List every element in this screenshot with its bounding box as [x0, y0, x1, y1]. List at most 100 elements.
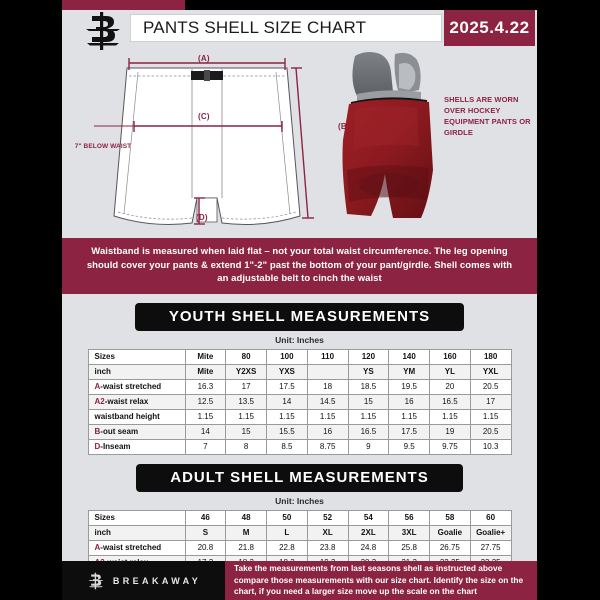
size-header-cell: 140 — [388, 348, 430, 365]
size-header-cell: 3XL — [388, 524, 430, 541]
size-header-cell — [306, 363, 349, 380]
table-row: Sizes Mite 80 100 110 120 140 160 180 — [87, 348, 512, 365]
page-header: PANTS SHELL SIZE CHART 2025.4.22 — [62, 10, 537, 50]
breakaway-b-logo-icon — [88, 572, 104, 589]
measurement-cell: 1.15 — [347, 408, 390, 425]
size-header-cell: 120 — [347, 348, 390, 365]
size-header-cell: 54 — [347, 509, 390, 526]
size-header-cell: YL — [429, 363, 471, 380]
measurement-cell: 1.15 — [469, 408, 512, 425]
size-header-cell: YXL — [469, 363, 512, 380]
size-header-cell: Goalie — [429, 524, 471, 541]
table-row: D-Inseam 7 8 8.5 8.75 9 9.5 9.75 10.3 — [87, 438, 512, 455]
measurement-cell: 25.8 — [388, 539, 430, 556]
diagram-zone: (A) (B) (C) (D) 7" BELOW WAIST — [62, 46, 537, 238]
size-header-cell: 180 — [469, 348, 512, 365]
measurement-cell: 15.5 — [266, 423, 308, 440]
diagram-label-b: (B) — [338, 122, 350, 131]
table-row: A2-waist relax 12.5 13.5 14 14.5 15 16 16.5 17 — [87, 393, 512, 410]
size-header-cell: Mite — [184, 363, 227, 380]
size-header-cell: L — [266, 524, 308, 541]
footer-brand-name: BREAKAWAY — [112, 575, 202, 586]
size-header-cell: 58 — [429, 509, 471, 526]
measurement-cell: 20.8 — [184, 539, 227, 556]
row-label: Sizes — [87, 348, 186, 365]
row-label: Sizes — [87, 509, 186, 526]
row-label: A-waist stretched — [87, 539, 186, 556]
page-title: PANTS SHELL SIZE CHART — [130, 14, 442, 42]
row-key: B — [94, 427, 101, 436]
row-label: A-waist stretched — [87, 378, 186, 395]
waist-drop-note: 7" BELOW WAIST — [74, 143, 132, 150]
diagram-label-d: (D) — [196, 213, 208, 222]
measurement-cell: 16 — [388, 393, 430, 410]
adult-section-header: ADULT SHELL MEASUREMENTS — [62, 455, 537, 492]
measurement-cell: 15 — [225, 423, 267, 440]
measurement-cell: 20.5 — [469, 423, 512, 440]
size-header-cell: 2XL — [347, 524, 390, 541]
size-header-cell: 56 — [388, 509, 430, 526]
measurement-cell: 14 — [266, 393, 308, 410]
measurement-cell: 15 — [347, 393, 390, 410]
table-row: inch S M L XL 2XL 3XL Goalie Goalie+ — [87, 524, 512, 541]
measurement-instructions-banner: Waistband is measured when laid flat – n… — [62, 238, 537, 294]
row-label: A2-waist relax — [87, 393, 186, 410]
size-header-cell: 110 — [306, 348, 349, 365]
table-row: A-waist stretched 20.8 21.8 22.8 23.8 24.8 25.… — [87, 539, 512, 556]
breakaway-b-logo-icon — [80, 8, 126, 54]
measurement-cell: 23.8 — [306, 539, 349, 556]
table-row: inch Mite Y2XS YXS YS YM YL YXL — [87, 363, 512, 380]
size-header-cell: XL — [306, 524, 349, 541]
measurement-cell: 18.5 — [347, 378, 390, 395]
youth-measurements-table: Sizes Mite 80 100 110 120 140 160 180 inch Mite Y2X… — [87, 348, 512, 455]
measurement-cell: 12.5 — [184, 393, 227, 410]
measurement-cell: 19.5 — [388, 378, 430, 395]
youth-unit-label: Unit: Inches — [275, 334, 324, 345]
measurement-cell: 21.8 — [225, 539, 267, 556]
footer-instructions: Take the measurements from last seasons … — [225, 561, 537, 600]
measurement-cell: 16.3 — [184, 378, 227, 395]
measurement-cell: 10.3 — [469, 438, 512, 455]
page-title-text: PANTS SHELL SIZE CHART — [143, 18, 367, 37]
size-header-cell: YXS — [266, 363, 308, 380]
measurement-cell: 1.15 — [184, 408, 227, 425]
measurement-cell: 9.5 — [388, 438, 430, 455]
row-label: D-Inseam — [87, 438, 186, 455]
measurement-cell: 7 — [184, 438, 227, 455]
measurement-cell: 1.15 — [266, 408, 308, 425]
photo-note: SHELLS ARE WORN OVER HOCKEY EQUIPMENT PA… — [444, 95, 531, 137]
measurement-cell: 16 — [306, 423, 349, 440]
measurement-cell: 16.5 — [347, 423, 390, 440]
size-header-cell: YM — [388, 363, 430, 380]
size-header-cell: Goalie+ — [469, 524, 512, 541]
size-header-cell: S — [184, 524, 227, 541]
row-key: A2 — [94, 397, 105, 406]
row-key: D — [94, 442, 101, 451]
measurement-cell: 17.5 — [266, 378, 308, 395]
measurement-cell: 13.5 — [225, 393, 267, 410]
youth-section-title: YOUTH SHELL MEASUREMENTS — [134, 302, 465, 331]
size-header-cell: Y2XS — [225, 363, 267, 380]
row-key: A — [94, 543, 101, 552]
measurement-cell: 17 — [225, 378, 267, 395]
measurement-cell: 14.5 — [306, 393, 349, 410]
measurement-cell: 19 — [429, 423, 471, 440]
size-header-cell: 60 — [469, 509, 512, 526]
size-header-cell: YS — [347, 363, 390, 380]
size-header-cell: 100 — [266, 348, 308, 365]
size-header-cell: 46 — [184, 509, 227, 526]
measurement-cell: 8.75 — [306, 438, 349, 455]
row-label: B-out seam — [87, 423, 186, 440]
diagram-label-c: (C) — [198, 112, 210, 121]
measurement-cell: 17 — [469, 393, 512, 410]
measurement-cell: 9 — [347, 438, 390, 455]
table-row: Sizes 46 48 50 52 54 56 58 60 — [87, 509, 512, 526]
adult-unit-label: Unit: Inches — [275, 495, 324, 506]
measurement-cell: 17.5 — [388, 423, 430, 440]
row-label: waistband height — [87, 408, 186, 425]
row-label: inch — [87, 524, 186, 541]
size-header-cell: 50 — [266, 509, 308, 526]
table-row: B-out seam 14 15 15.5 16 16.5 17.5 19 20.5 — [87, 423, 512, 440]
